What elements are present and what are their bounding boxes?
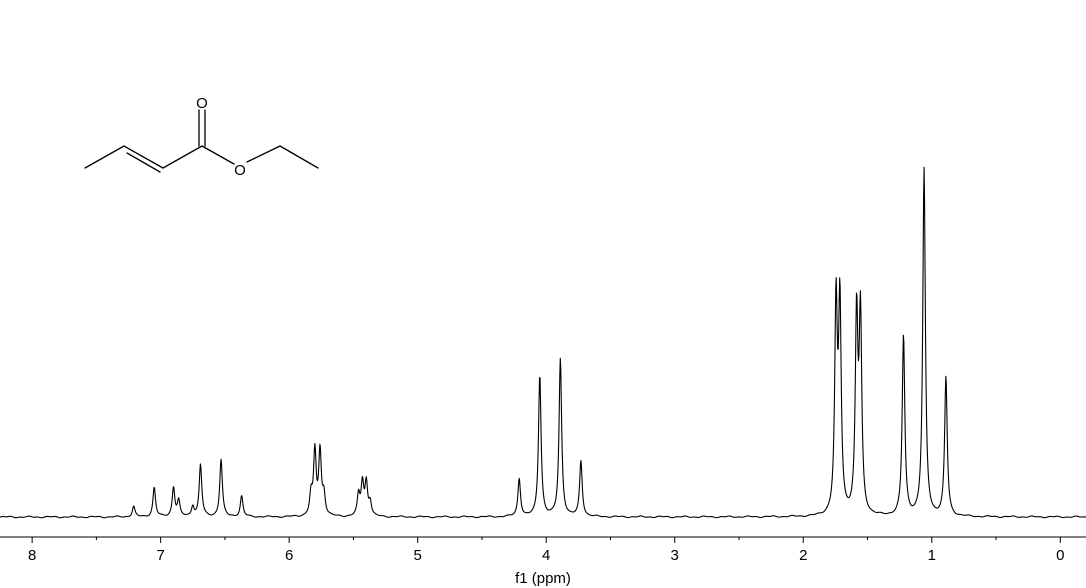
x-tick-label: 2 (799, 547, 807, 564)
spectrum-line (0, 166, 1086, 519)
bond-ch3-ch (84, 145, 125, 169)
carbonyl-oxygen-label: O (196, 95, 208, 112)
x-tick-label: 5 (414, 547, 422, 564)
x-tick-label: 1 (928, 547, 936, 564)
x-tick-label: 0 (1056, 547, 1064, 564)
x-tick-label: 7 (156, 547, 164, 564)
x-tick-label: 4 (542, 547, 550, 564)
x-tick-label: 3 (671, 547, 679, 564)
bond-ch-carbonyl (162, 145, 203, 169)
molecule-structure-ethyl-crotonate (84, 109, 319, 173)
bond-ch-ch-double-inner (126, 152, 161, 173)
bond-ch2-ch3 (279, 145, 319, 169)
bond-carbonyl-ester-o (201, 145, 235, 165)
bond-ester-o-ch2 (246, 145, 281, 163)
x-axis-tick-labels: 8 7 6 5 4 3 2 1 0 (28, 547, 1065, 564)
x-axis-ticks (31, 537, 1061, 543)
x-tick-label: 6 (285, 547, 293, 564)
x-axis-title: f1 (ppm) (515, 570, 571, 587)
ester-oxygen-label: O (234, 162, 246, 179)
x-tick-label: 8 (28, 547, 36, 564)
bond-ch-ch-double (123, 145, 164, 169)
